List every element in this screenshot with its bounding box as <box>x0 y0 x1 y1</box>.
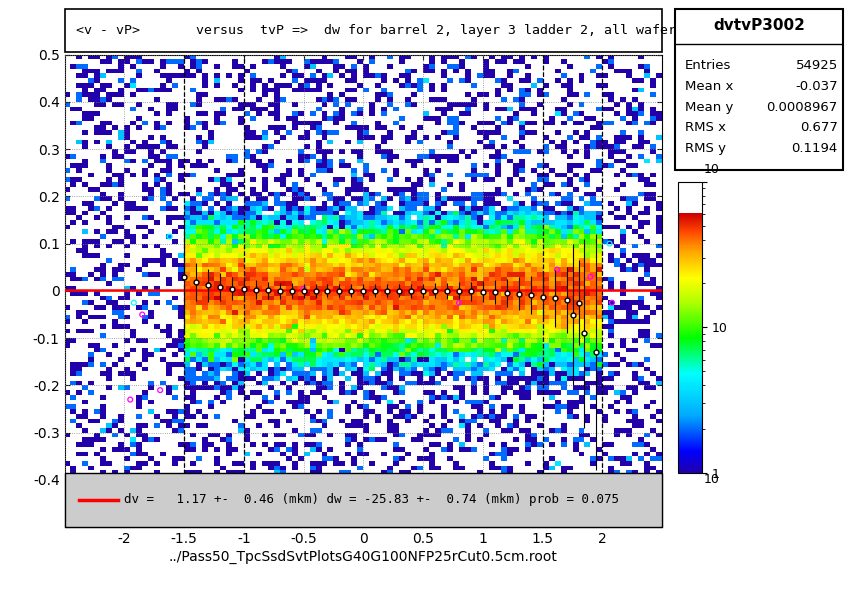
Point <box>605 298 619 307</box>
Point <box>123 395 137 404</box>
Text: Entries: Entries <box>685 59 732 72</box>
Point <box>297 284 310 293</box>
Point <box>603 239 617 248</box>
Text: dvtvP3002: dvtvP3002 <box>713 18 805 33</box>
Text: 0.0008967: 0.0008967 <box>766 101 838 113</box>
Text: Mean x: Mean x <box>685 79 734 93</box>
Point <box>452 298 466 307</box>
Point <box>135 310 149 319</box>
Point <box>584 272 598 282</box>
Text: 54925: 54925 <box>796 59 838 72</box>
Text: 0.677: 0.677 <box>800 121 838 135</box>
Point <box>153 385 167 395</box>
Text: RMS y: RMS y <box>685 142 726 155</box>
Text: 0.1194: 0.1194 <box>791 142 838 155</box>
Text: 10: 10 <box>704 163 720 176</box>
Text: -0.037: -0.037 <box>796 79 838 93</box>
Text: RMS x: RMS x <box>685 121 726 135</box>
Point <box>550 265 564 275</box>
Point <box>127 298 141 307</box>
X-axis label: ../Pass50_TpcSsdSvtPlotsG40G100NFP25rCut0.5cm.root: ../Pass50_TpcSsdSvtPlotsG40G100NFP25rCut… <box>169 550 558 564</box>
Text: <v - vP>       versus  tvP =>  dw for barrel 2, layer 3 ladder 2, all wafers: <v - vP> versus tvP => dw for barrel 2, … <box>77 24 685 37</box>
Point <box>163 231 176 241</box>
Text: 10: 10 <box>704 473 720 485</box>
Text: Mean y: Mean y <box>685 101 734 113</box>
Text: dv =   1.17 +-  0.46 (mkm) dw = -25.83 +-  0.74 (mkm) prob = 0.075: dv = 1.17 +- 0.46 (mkm) dw = -25.83 +- 0… <box>124 493 619 507</box>
